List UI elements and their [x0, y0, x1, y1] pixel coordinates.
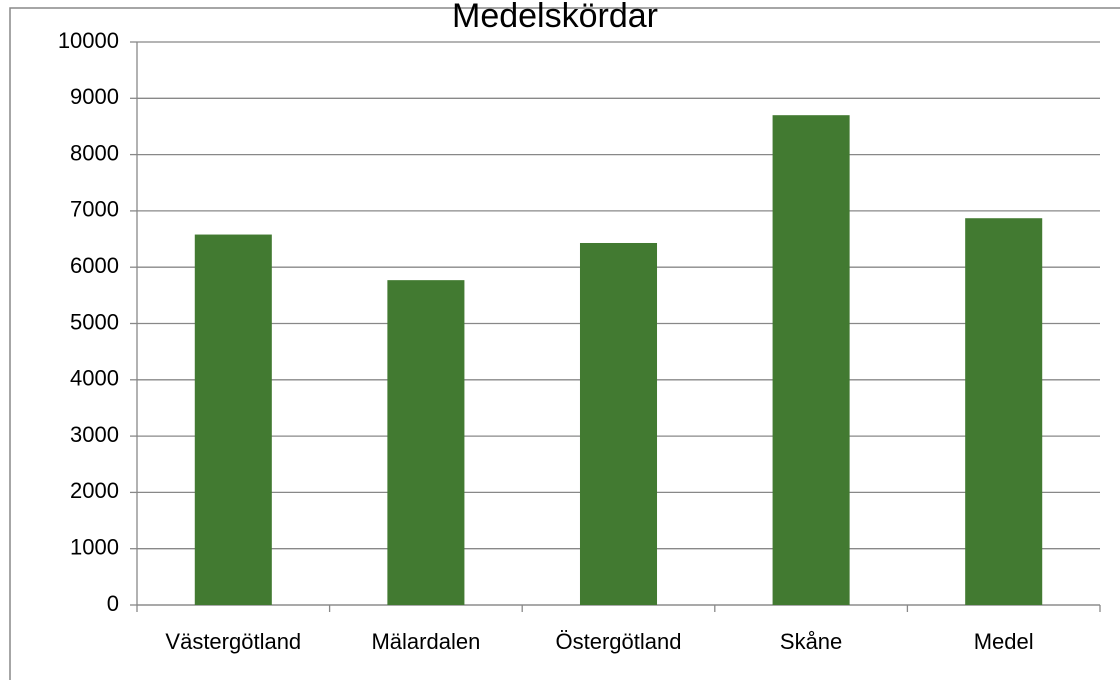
bar	[579, 242, 658, 605]
y-tick-label: 3000	[70, 422, 119, 447]
y-tick-label: 6000	[70, 253, 119, 278]
y-tick-label: 1000	[70, 535, 119, 560]
y-tick-label: 4000	[70, 366, 119, 391]
y-tick-label: 10000	[58, 28, 119, 53]
bar	[387, 280, 465, 605]
y-tick-label: 9000	[70, 84, 119, 109]
x-tick-label: Östergötland	[556, 629, 682, 654]
bar	[965, 218, 1043, 605]
x-tick-label: Medel	[974, 629, 1034, 654]
x-tick-label: Västergötland	[165, 629, 301, 654]
x-tick-label: Skåne	[780, 629, 842, 654]
chart-title: Medelskördar	[452, 0, 658, 35]
x-tick-label: Mälardalen	[371, 629, 480, 654]
y-tick-label: 8000	[70, 140, 119, 165]
chart-border	[9, 7, 1120, 680]
bar	[194, 234, 272, 605]
y-tick-label: 5000	[70, 309, 119, 334]
bar	[772, 115, 850, 605]
y-tick-label: 7000	[70, 197, 119, 222]
y-tick-label: 0	[107, 591, 119, 616]
y-tick-label: 2000	[70, 478, 119, 503]
